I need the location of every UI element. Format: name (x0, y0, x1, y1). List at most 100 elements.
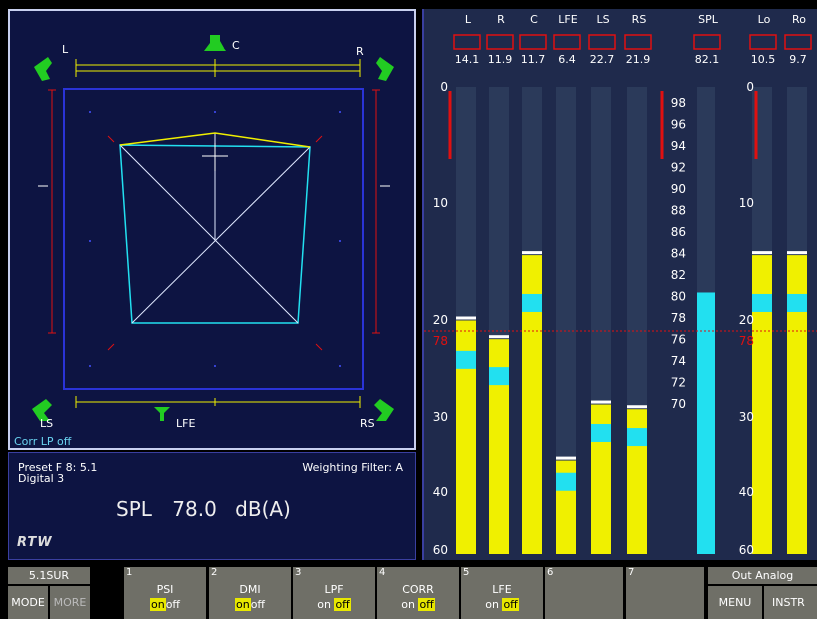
spl-scale-76: 76 (671, 333, 686, 347)
meter-fill-spl (697, 292, 715, 554)
meter-peak-hold-lfe (556, 456, 576, 460)
meter-cyan-marker-rs (627, 428, 647, 447)
instr-button[interactable]: INSTR (764, 586, 817, 619)
peak-value-ls: 22.7 (590, 53, 615, 66)
label-l: L (62, 43, 69, 56)
channel-label-spl: SPL (698, 13, 719, 26)
db-scale-out-78: 78 (739, 334, 754, 348)
dmi-off: off (250, 598, 265, 611)
peak-value-lfe: 6.4 (558, 53, 576, 66)
peak-indicator-c (519, 34, 547, 50)
corr-off: off (418, 598, 435, 611)
peak-indicator-l (453, 34, 481, 50)
level-meters: L 14.1 R 11.9 C 11.7 LFE 6.4 LS 22.7 RS 21.9 SPL 82.1… (422, 9, 817, 560)
channel-label-c: C (530, 13, 538, 26)
softkey-7-num: 7 (628, 567, 635, 578)
speaker-l-icon (34, 57, 52, 81)
source-label: Digital 3 (18, 472, 65, 485)
spl-scale-84: 84 (671, 247, 686, 261)
meter-fill-ro (787, 255, 807, 554)
mode-label: MODE (11, 596, 45, 609)
menu-button[interactable]: MENU (708, 586, 762, 619)
peak-value-spl: 82.1 (695, 53, 720, 66)
spl-scale-88: 88 (671, 204, 686, 218)
corr-status: Corr LP off (14, 435, 72, 448)
psi-button[interactable]: 1 PSI onoff (124, 567, 206, 619)
meter-cyan-marker-c (522, 293, 542, 312)
meter-track-lfe (556, 87, 576, 554)
peak-indicator-spl (693, 34, 721, 50)
db-scale-out-10: 10 (739, 196, 754, 210)
db-scale-60: 60 (433, 543, 448, 557)
dmi-button[interactable]: 2 DMI onoff (209, 567, 291, 619)
corr-state: on off (377, 598, 459, 611)
speaker-r-icon (376, 57, 394, 81)
meter-cyan-marker-lo (752, 293, 772, 312)
more-button[interactable]: MORE (50, 586, 90, 619)
lpf-button[interactable]: 3 LPF on off (293, 567, 375, 619)
mode-display-button[interactable]: 5.1SUR (8, 567, 90, 584)
db-scale-out-30: 30 (739, 410, 754, 424)
psi-off: off (165, 598, 180, 611)
meter-cyan-marker-r (489, 367, 509, 386)
spl-scale-74: 74 (671, 354, 686, 368)
lfe-button[interactable]: 5 LFE on off (461, 567, 543, 619)
dmi-label: DMI (239, 583, 261, 596)
mode-button[interactable]: MODE (8, 586, 48, 619)
psi-num: 1 (126, 567, 133, 578)
spl-scale-94: 94 (671, 139, 686, 153)
label-r: R (356, 45, 364, 58)
channel-label-ro: Ro (792, 13, 806, 26)
db-scale-out-60: 60 (739, 543, 754, 557)
channel-label-l: L (465, 13, 472, 26)
spl-scale-82: 82 (671, 268, 686, 282)
spl-scale-70: 70 (671, 397, 686, 411)
lpf-on: on (317, 598, 331, 611)
out-analog-display[interactable]: Out Analog (708, 567, 817, 584)
channel-label-rs: RS (632, 13, 647, 26)
softkey-6[interactable]: 6 (545, 567, 623, 619)
peak-indicator-ro (784, 34, 812, 50)
meter-peak-hold-r (489, 335, 509, 339)
peak-indicator-lfe (553, 34, 581, 50)
lpf-num: 3 (295, 567, 302, 578)
spl-scale-98: 98 (671, 96, 686, 110)
corr-label: CORR (402, 583, 434, 596)
lfe-num: 5 (463, 567, 470, 578)
db-scale-out-20: 20 (739, 313, 754, 327)
spl-scale-86: 86 (671, 225, 686, 239)
db-scale-30: 30 (433, 410, 448, 424)
corr-button[interactable]: 4 CORR on off (377, 567, 459, 619)
channel-label-ls: LS (596, 13, 609, 26)
lfe-label: LFE (492, 583, 512, 596)
dmi-state: onoff (209, 598, 291, 611)
meter-cyan-marker-l (456, 350, 476, 369)
softkey-7[interactable]: 7 (626, 567, 704, 619)
spl-label: SPL (116, 497, 152, 521)
menu-label: MENU (718, 596, 752, 609)
peak-value-r: 11.9 (488, 53, 513, 66)
peak-indicator-r (486, 34, 514, 50)
more-label: MORE (53, 596, 87, 609)
meter-fill-c (522, 255, 542, 554)
preset-label: Preset F 8: 5.1 (18, 461, 98, 474)
speaker-lfe-icon (154, 407, 170, 421)
instr-label: INSTR (772, 596, 805, 609)
speaker-rs-icon (374, 399, 394, 421)
psi-on: on (149, 598, 166, 611)
meter-bars: L 14.1 R 11.9 C 11.7 LFE 6.4 LS 22.7 RS 21.9 SPL 82.1… (424, 13, 817, 557)
channel-label-lo: Lo (758, 13, 771, 26)
spl-scale-92: 92 (671, 161, 686, 175)
psi-label: PSI (156, 583, 174, 596)
spl-scale-96: 96 (671, 118, 686, 132)
meter-peak-hold-lo (752, 251, 772, 255)
lpf-label: LPF (324, 583, 344, 596)
channel-label-lfe: LFE (558, 13, 577, 26)
db-scale-40: 40 (433, 485, 448, 499)
lfe-on: on (485, 598, 499, 611)
meter-peak-hold-c (522, 251, 542, 255)
weighting-filter: Weighting Filter: A (302, 461, 403, 474)
speaker-ls-icon (32, 399, 52, 421)
spl-scale-90: 90 (671, 182, 686, 196)
spl-scale-78: 78 (671, 311, 686, 325)
